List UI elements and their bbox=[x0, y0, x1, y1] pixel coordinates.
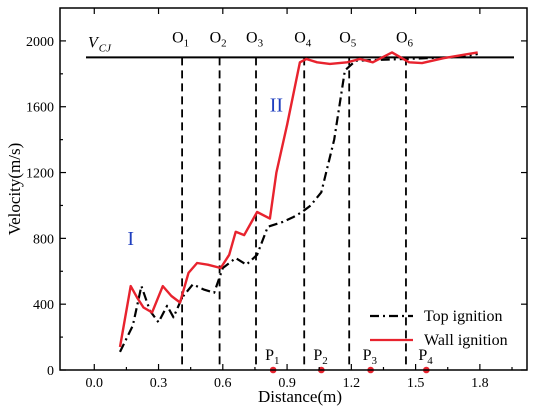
x-tick-label: 0.0 bbox=[86, 376, 104, 391]
series-line bbox=[119, 53, 478, 353]
x-tick-label: 1.2 bbox=[343, 376, 361, 391]
vertical-marker-label: O4 bbox=[294, 29, 312, 49]
x-axis-label: Distance(m) bbox=[258, 387, 342, 406]
vertical-marker-label: O2 bbox=[210, 29, 227, 49]
sensor-point-label: P1 bbox=[265, 347, 279, 367]
y-tick-label: 400 bbox=[33, 298, 54, 313]
x-tick-label: 0.3 bbox=[150, 376, 168, 391]
axes: 0.0 0.3 0.6 0.9 1.2 1.5 1.8 0 400 800 1200 1600 2000 bbox=[26, 7, 528, 391]
x-tick-label: 0.6 bbox=[214, 376, 232, 391]
y-tick-label: 1200 bbox=[26, 167, 54, 182]
series-line bbox=[118, 51, 478, 348]
vertical-marker-label: O5 bbox=[339, 29, 357, 49]
sensor-point-label: P4 bbox=[418, 347, 433, 367]
y-tick-label: 0 bbox=[47, 364, 54, 379]
legend-label: Top ignition bbox=[424, 308, 502, 325]
plot-frame bbox=[59, 7, 528, 371]
sensor-point-label: P3 bbox=[363, 347, 378, 367]
vcj-label: VCJ bbox=[88, 34, 112, 54]
x-tick-label: 1.5 bbox=[407, 376, 425, 391]
x-tick-label: 1.8 bbox=[471, 376, 489, 391]
region-label: II bbox=[270, 95, 283, 117]
vertical-marker-label: O1 bbox=[172, 29, 189, 49]
legend: Top ignition Wall ignition bbox=[370, 308, 508, 349]
y-tick-label: 2000 bbox=[26, 35, 54, 50]
x-tick-label: 0.9 bbox=[278, 376, 296, 391]
sensor-point-label: P2 bbox=[313, 347, 327, 367]
legend-label: Wall ignition bbox=[424, 332, 508, 349]
vertical-marker-label: O6 bbox=[396, 29, 414, 49]
y-tick-label: 1600 bbox=[26, 101, 54, 116]
y-axis-label: Velocity(m/s) bbox=[5, 143, 24, 236]
region-label: I bbox=[127, 228, 134, 250]
y-tick-label: 800 bbox=[33, 232, 54, 247]
vertical-marker-label: O3 bbox=[246, 29, 264, 49]
